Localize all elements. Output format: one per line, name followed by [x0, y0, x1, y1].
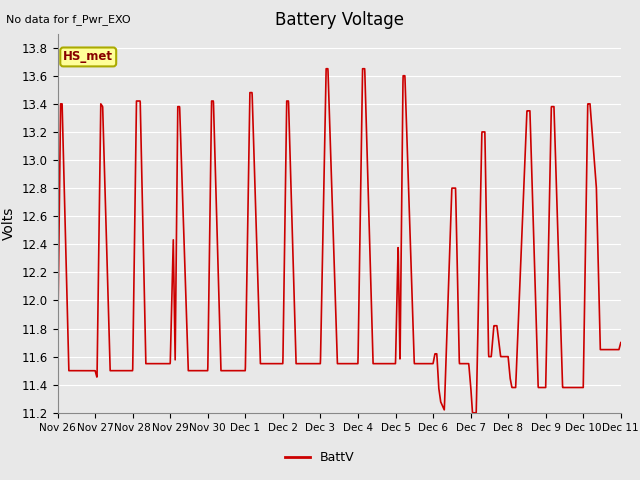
Text: HS_met: HS_met — [63, 50, 113, 63]
Legend: BattV: BattV — [280, 446, 360, 469]
Text: No data for f_Pwr_EXO: No data for f_Pwr_EXO — [6, 14, 131, 25]
Y-axis label: Volts: Volts — [2, 206, 16, 240]
Title: Battery Voltage: Battery Voltage — [275, 11, 404, 29]
